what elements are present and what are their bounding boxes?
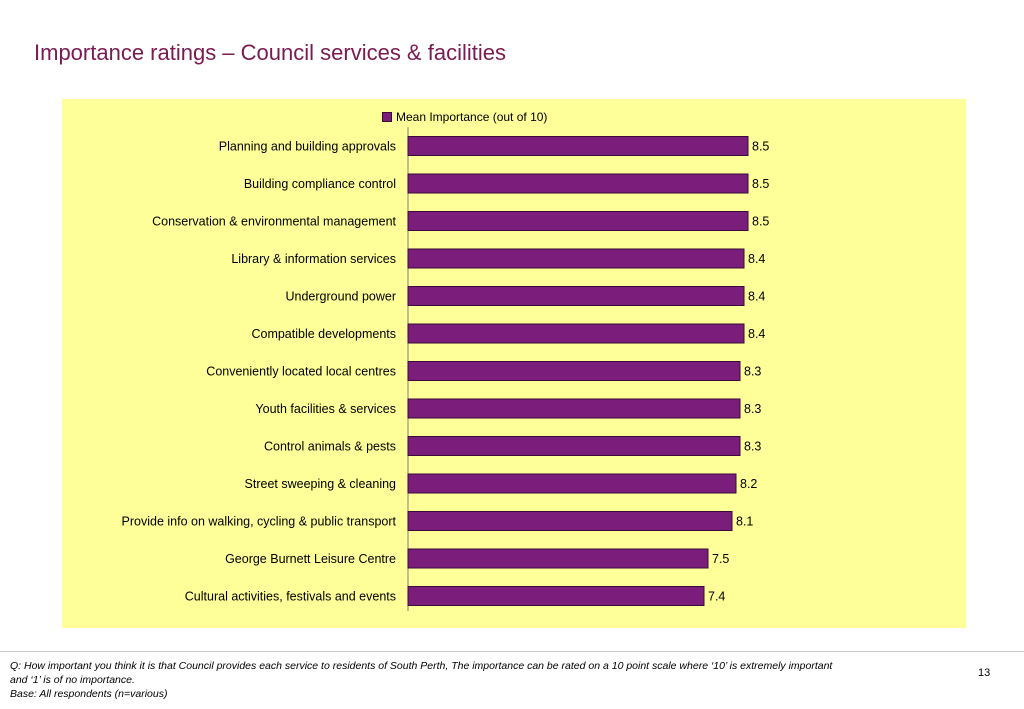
category-label: Building compliance control [244,177,396,191]
bar [407,136,749,156]
data-label: 8.4 [748,327,765,341]
data-label: 8.4 [748,290,765,304]
data-label: 8.1 [736,515,753,529]
bar [407,173,749,194]
category-label: Planning and building approvals [219,140,396,154]
data-label: 8.5 [752,140,769,154]
bar [407,248,745,269]
category-label: Library & information services [231,252,396,266]
data-label: 8.5 [752,215,769,229]
bar-chart: Planning and building approvals 8.5 Buildi… [122,127,769,611]
bar [407,286,745,306]
legend-label: Mean Importance (out of 10) [396,110,548,124]
data-label: 8.3 [744,365,761,379]
category-label: Conservation & environmental management [152,215,396,229]
bar [407,586,705,606]
category-label: Cultural activities, festivals and event… [185,590,396,604]
category-label: George Burnett Leisure Centre [225,552,396,566]
footnote-question: Q: How important you think it is that Co… [10,660,833,686]
data-label: 7.5 [712,552,729,566]
category-label: Conveniently located local centres [206,365,396,379]
data-label: 8.3 [744,402,761,416]
category-label: Street sweeping & cleaning [245,477,397,491]
category-label: Youth facilities & services [255,402,396,416]
bar [407,511,733,531]
category-label: Underground power [286,290,397,304]
footnote: Q: How important you think it is that Co… [10,659,850,701]
bar [407,398,741,419]
footer-divider [0,651,1024,652]
bar [407,548,709,569]
data-label: 8.5 [752,177,769,191]
category-label: Compatible developments [251,327,396,341]
chart-area: Planning and building approvals 8.5 Buildi… [62,99,966,628]
legend-swatch [382,112,392,122]
data-label: 8.4 [748,252,765,266]
data-label: 7.4 [708,590,725,604]
bar [407,211,749,231]
data-label: 8.2 [740,477,757,491]
data-label: 8.3 [744,440,761,454]
category-label: Control animals & pests [264,440,396,454]
footnote-base: Base: All respondents (n=various) [10,688,168,700]
bar [407,436,741,456]
bar [407,361,741,381]
page-title: Importance ratings – Council services & … [34,40,506,65]
bar [407,323,745,344]
chart-legend: Mean Importance (out of 10) [382,110,547,124]
category-label: Provide info on walking, cycling & publi… [122,515,397,529]
bar [407,473,737,494]
page-number: 13 [978,667,991,679]
